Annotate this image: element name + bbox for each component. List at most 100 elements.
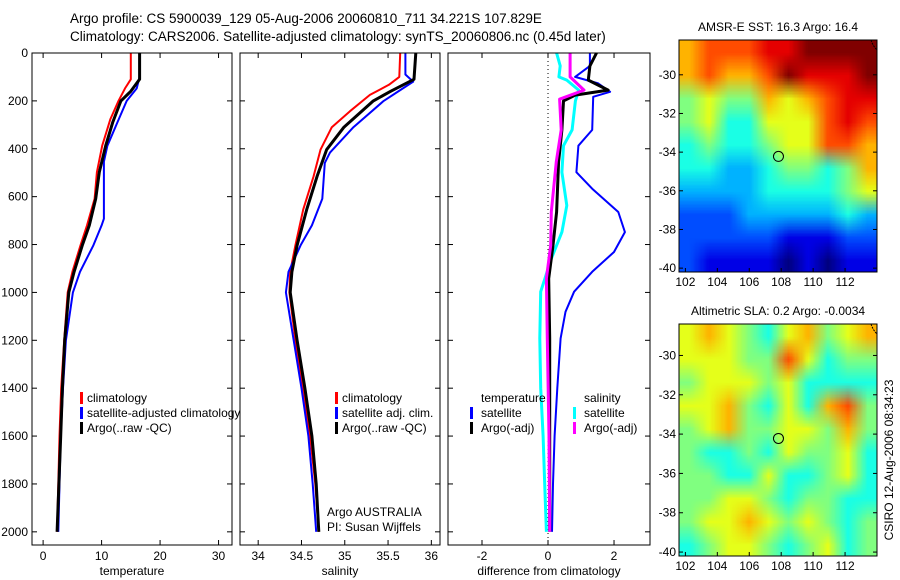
y-tick-label: 1200	[1, 333, 28, 347]
map-title: Altimetric SLA: 0.2 Argo: -0.0034	[691, 304, 865, 318]
y-tick-label: 1600	[1, 429, 28, 443]
difference-frame	[447, 52, 651, 546]
x-tick-label: 112	[835, 559, 854, 573]
legend-marker	[335, 422, 338, 434]
map-frame	[678, 39, 878, 273]
legend-marker	[573, 407, 576, 419]
series-salinity-argo-adj-	[544, 53, 586, 532]
x-tick-label: 34.5	[290, 549, 314, 563]
y-tick-label: -30	[659, 348, 677, 362]
y-tick-label: -34	[659, 145, 677, 159]
figure-title-line1: Argo profile: CS 5900039_129 05-Aug-2006…	[70, 11, 542, 26]
sla-map: Altimetric SLA: 0.2 Argo: -0.0034 102 104 1…	[659, 304, 878, 573]
series-climatology	[288, 52, 402, 532]
x-axis-label: salinity	[322, 564, 359, 578]
x-tick-label: 0	[545, 549, 552, 563]
y-tick-label: -40	[659, 261, 677, 275]
legend-label: satellite	[584, 406, 625, 420]
x-tick-label: 110	[804, 275, 823, 289]
series-argo-raw-qc-	[55, 53, 142, 532]
y-tick-label: -36	[659, 184, 677, 198]
y-tick-label: -40	[659, 545, 677, 559]
y-tick-label: 800	[8, 238, 28, 252]
legend-clip	[651, 380, 678, 440]
y-tick-label: 1000	[1, 285, 28, 299]
y-tick-label: -30	[659, 68, 677, 82]
y-tick-label: -36	[659, 466, 677, 480]
legend-label: climatology	[87, 391, 147, 405]
x-tick-label: 34	[252, 549, 266, 563]
salinity-frame	[239, 52, 441, 546]
legend-label: Argo(-adj)	[584, 421, 637, 435]
sst-map-image	[679, 40, 877, 272]
legend-marker	[335, 407, 338, 419]
legend-label: satellite-adjusted climatology	[87, 406, 240, 420]
x-tick-label: 35	[338, 549, 352, 563]
y-tick-label: -38	[659, 222, 677, 236]
sla-map-image	[679, 324, 877, 556]
map-frame	[678, 323, 878, 557]
legend-marker	[80, 422, 83, 434]
legend-label: Argo(-adj)	[481, 421, 534, 435]
series-salinity-satellite	[538, 52, 581, 532]
map-title: AMSR-E SST: 16.3 Argo: 16.4	[698, 20, 858, 34]
y-tick-label: -32	[659, 388, 677, 402]
y-tick-label: 400	[8, 142, 28, 156]
x-tick-label: 108	[771, 275, 791, 289]
y-tick-label: 1800	[1, 477, 28, 491]
annotation-line1: Argo AUSTRALIA	[327, 505, 422, 519]
x-tick-label: 108	[771, 559, 791, 573]
y-tick-label: -38	[659, 506, 677, 520]
x-tick-label: 104	[707, 275, 727, 289]
temperature-frame	[31, 52, 233, 546]
x-tick-label: 10	[95, 549, 109, 563]
x-tick-label: 0	[40, 549, 47, 563]
x-tick-label: 35.5	[376, 549, 400, 563]
legend-label: Argo(..raw -QC)	[87, 421, 172, 435]
footer-stamp: CSIRO 12-Aug-2006 08:34:23	[882, 379, 896, 540]
x-tick-label: 110	[804, 559, 823, 573]
legend-label: Argo(..raw -QC)	[342, 421, 427, 435]
y-tick-label: 600	[8, 190, 28, 204]
x-tick-label: 104	[707, 559, 727, 573]
sst-map: AMSR-E SST: 16.3 Argo: 16.4 102 104 106 108 1…	[659, 20, 878, 289]
x-tick-label: 102	[675, 559, 695, 573]
series-argo-raw-qc-	[288, 52, 418, 532]
y-tick-label: 2000	[1, 525, 28, 539]
legend-marker	[470, 422, 473, 434]
figure-title-line2: Climatology: CARS2006. Satellite-adjuste…	[70, 29, 606, 44]
x-tick-label: -2	[477, 549, 488, 563]
legend-group-title: salinity	[584, 391, 621, 405]
legend-label: climatology	[342, 391, 402, 405]
legend-marker	[470, 407, 473, 419]
y-tick-label: 1400	[1, 381, 28, 395]
x-tick-label: 112	[835, 275, 854, 289]
annotation-line2: PI: Susan Wijffels	[327, 520, 421, 534]
y-tick-label: 0	[21, 46, 28, 60]
x-tick-label: 36	[425, 549, 439, 563]
series-satellite-adj-clim-	[284, 53, 415, 532]
x-tick-label: 30	[212, 549, 226, 563]
legend-group-title: temperature	[481, 391, 546, 405]
legend-label: satellite	[481, 406, 522, 420]
coastline	[870, 39, 878, 51]
legend-label: satellite adj. clim.	[342, 406, 433, 420]
y-tick-label: -34	[659, 427, 677, 441]
x-tick-label: 2	[611, 549, 618, 563]
x-axis-label: temperature	[100, 564, 165, 578]
legend-marker	[573, 422, 576, 434]
temperature-panel: 0 200 400 600 800 1000 1200 1400 1600 1800 2000 0 10…	[1, 46, 240, 578]
x-tick-label: 106	[739, 275, 759, 289]
y-tick-label: 200	[8, 94, 28, 108]
legend-marker	[80, 392, 83, 404]
salinity-panel: 34 34.5 35 35.5 36 salinity climatologysatelli…	[239, 52, 441, 578]
x-tick-label: 106	[739, 559, 759, 573]
y-tick-label: -32	[659, 106, 677, 120]
salinity-background	[240, 53, 440, 545]
argo-location-marker	[772, 150, 784, 162]
coastline	[870, 323, 878, 335]
x-axis-label: difference from climatology	[477, 564, 620, 578]
x-tick-label: 102	[675, 275, 695, 289]
